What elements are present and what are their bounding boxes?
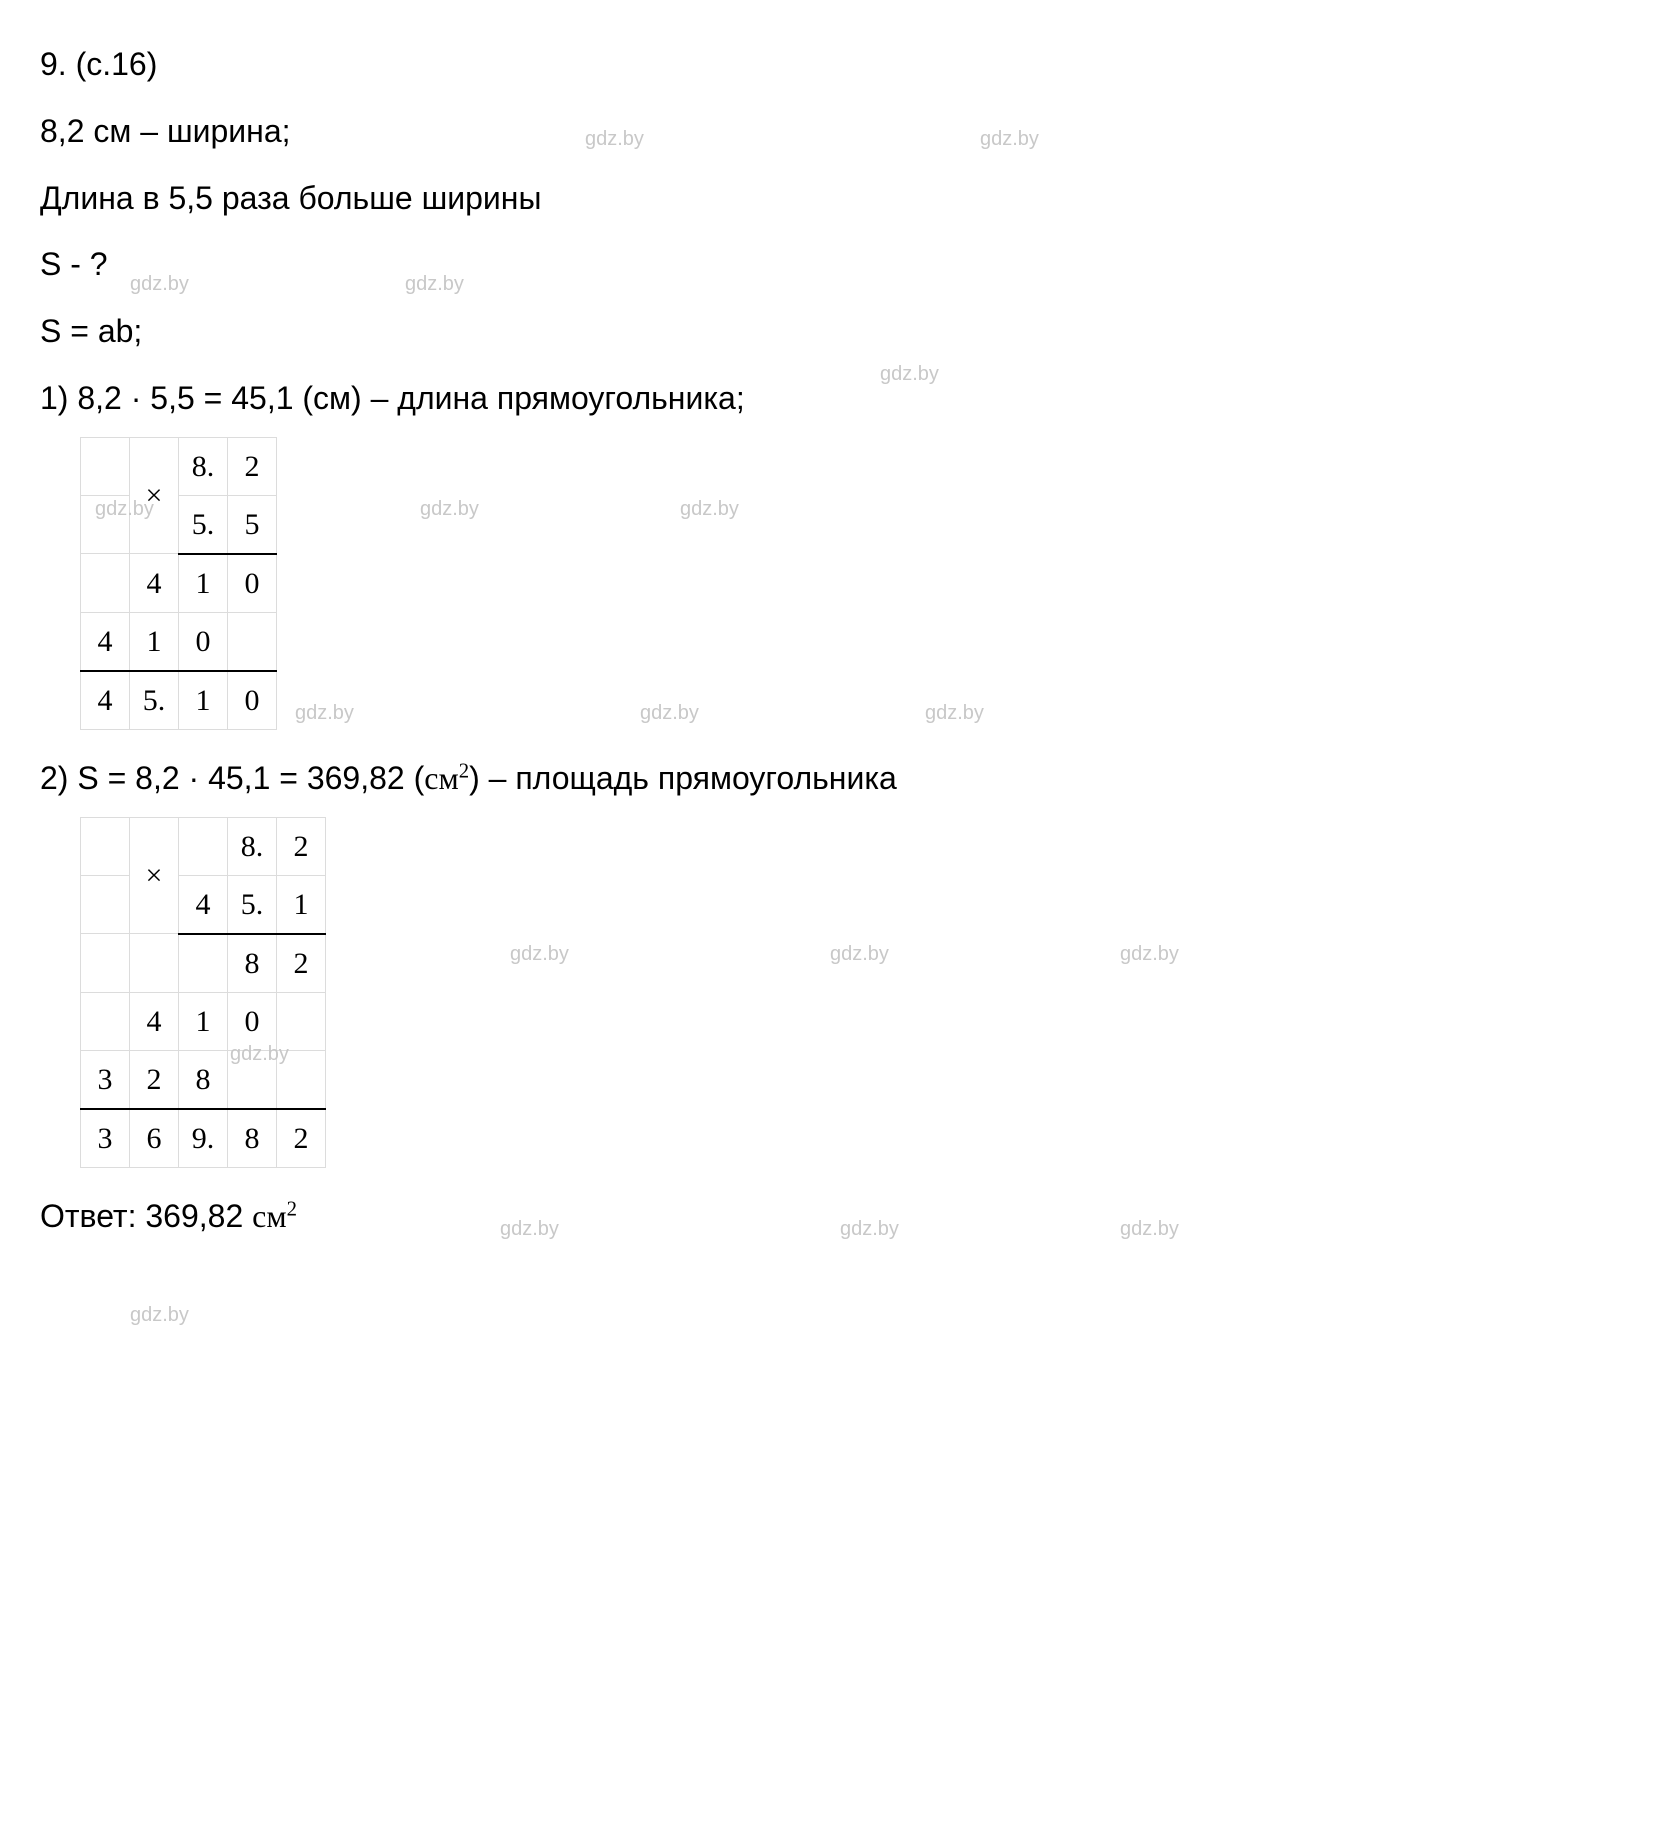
calc-cell: 3 <box>81 1050 130 1109</box>
calc-cell: 4 <box>81 612 130 671</box>
calc-cell <box>277 992 326 1050</box>
mult-sign: × <box>130 817 179 934</box>
calc-cell: 5. <box>228 875 277 934</box>
calc-cell <box>81 554 130 613</box>
calc-cell: 8. <box>228 817 277 875</box>
calc-cell: 1 <box>277 875 326 934</box>
calc-cell <box>228 1050 277 1109</box>
unit-cm: см <box>424 760 458 796</box>
step1-multiplication-table: × 8. 2 5. 5 4 1 0 4 1 0 4 5. 1 0 <box>80 437 277 730</box>
watermark-text: gdz.by <box>130 1296 189 1334</box>
calc-cell: 0 <box>228 671 277 730</box>
calc-cell: 4 <box>179 875 228 934</box>
calc-cell: 8 <box>228 934 277 993</box>
calc-cell <box>179 934 228 993</box>
calc-cell: 4 <box>130 992 179 1050</box>
calc-cell: 1 <box>179 554 228 613</box>
calc-cell: 2 <box>277 817 326 875</box>
given-length: Длина в 5,5 раза больше ширины <box>40 168 1621 229</box>
calc-cell: 0 <box>228 554 277 613</box>
calc-cell <box>130 934 179 993</box>
answer-prefix: Ответ: 369,82 <box>40 1198 252 1234</box>
calc-cell: 2 <box>277 934 326 993</box>
calc-cell <box>81 437 130 495</box>
calc-cell: 9. <box>179 1109 228 1168</box>
calc-cell <box>228 612 277 671</box>
formula-area: S = ab; <box>40 301 1621 362</box>
step2-text: 2) S = 8,2 · 45,1 = 369,82 (см2) – площа… <box>40 748 1621 809</box>
calc-cell: 3 <box>81 1109 130 1168</box>
answer-line: Ответ: 369,82 см2 <box>40 1186 1621 1247</box>
calc-cell: 0 <box>179 612 228 671</box>
watermark-text: gdz.by <box>925 694 984 732</box>
calc-cell: 8 <box>179 1050 228 1109</box>
watermark-text: gdz.by <box>295 694 354 732</box>
calc-cell: 0 <box>228 992 277 1050</box>
watermark-text: gdz.by <box>680 490 739 528</box>
watermark-text: gdz.by <box>830 935 889 973</box>
calc-cell: 1 <box>179 992 228 1050</box>
calc-cell <box>277 1050 326 1109</box>
calc-cell: 4 <box>130 554 179 613</box>
calc-cell: 8 <box>228 1109 277 1168</box>
calc-cell <box>81 934 130 993</box>
given-unknown: S - ? <box>40 234 1621 295</box>
problem-header: 9. (с.16) <box>40 34 1621 95</box>
calc-cell: 5. <box>130 671 179 730</box>
watermark-text: gdz.by <box>420 490 479 528</box>
unit-sup: 2 <box>287 1197 297 1220</box>
calc-cell: 2 <box>130 1050 179 1109</box>
given-width: 8,2 см – ширина; <box>40 101 1621 162</box>
calc-cell: 1 <box>179 671 228 730</box>
step1-text: 1) 8,2 · 5,5 = 45,1 (см) – длина прямоуг… <box>40 368 1621 429</box>
calc-cell: 8. <box>179 437 228 495</box>
calc-cell: 5 <box>228 495 277 554</box>
unit-sup: 2 <box>459 759 469 782</box>
step2-prefix: 2) S = 8,2 · 45,1 = 369,82 ( <box>40 760 424 796</box>
calc-cell <box>179 817 228 875</box>
watermark-text: gdz.by <box>640 694 699 732</box>
step2-suffix: ) – площадь прямоугольника <box>469 760 897 796</box>
mult-sign: × <box>130 437 179 554</box>
calc-cell <box>81 817 130 875</box>
calc-cell <box>81 992 130 1050</box>
calc-cell: 4 <box>81 671 130 730</box>
unit-cm: см <box>252 1198 286 1234</box>
calc-cell <box>81 495 130 554</box>
calc-cell: 1 <box>130 612 179 671</box>
calc-cell <box>81 875 130 934</box>
calc-cell: 2 <box>277 1109 326 1168</box>
calc-cell: 6 <box>130 1109 179 1168</box>
calc-cell: 2 <box>228 437 277 495</box>
watermark-text: gdz.by <box>510 935 569 973</box>
step2-multiplication-table: × 8. 2 4 5. 1 8 2 4 1 0 3 2 8 3 6 9. 8 2 <box>80 817 326 1168</box>
watermark-text: gdz.by <box>1120 935 1179 973</box>
calc-cell: 5. <box>179 495 228 554</box>
